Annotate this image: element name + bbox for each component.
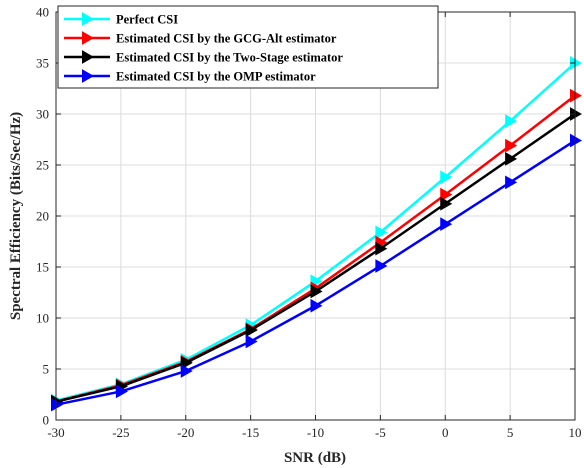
data-point-marker xyxy=(180,356,193,370)
data-point-marker xyxy=(440,187,453,202)
data-point-marker xyxy=(375,259,388,273)
y-tick-label: 30 xyxy=(36,107,49,122)
x-tick-label: 0 xyxy=(442,425,449,440)
legend-label: Estimated CSI by the OMP estimator xyxy=(116,70,316,84)
legend: Perfect CSI Estimated CSI by the GCG-Alt … xyxy=(57,5,439,89)
data-point-marker xyxy=(375,241,388,256)
data-point-marker xyxy=(505,152,518,166)
data-point-marker xyxy=(310,298,323,313)
data-point-marker xyxy=(505,114,518,129)
legend-entry: Estimated CSI by the GCG-Alt estimator xyxy=(64,31,337,46)
legend-entry: Perfect CSI xyxy=(64,12,178,27)
legend-marker xyxy=(82,50,95,64)
x-tick-label: 10 xyxy=(569,425,582,440)
x-tick-label: -15 xyxy=(242,425,259,440)
y-tick-label: 5 xyxy=(43,362,50,377)
x-tick-label: -25 xyxy=(112,425,129,440)
legend-marker xyxy=(82,69,95,83)
ticks: -30 -25 -20 -15 -10 -5 0 5 10 0 5 10 15 20 25 30 35 40 xyxy=(36,5,582,441)
x-tick-label: -10 xyxy=(307,425,324,440)
legend-entry: Estimated CSI by the Two-Stage estimator xyxy=(64,50,343,65)
y-tick-label: 25 xyxy=(36,158,49,173)
data-point-marker xyxy=(570,88,583,103)
x-tick-label: -5 xyxy=(375,425,386,440)
data-point-marker xyxy=(440,170,453,185)
x-tick-label: -20 xyxy=(177,425,194,440)
legend-marker xyxy=(82,31,95,45)
data-point-marker xyxy=(505,138,518,153)
data-point-marker xyxy=(245,323,258,338)
legend-label: Estimated CSI by the GCG-Alt estimator xyxy=(116,32,337,46)
data-point-marker xyxy=(505,175,518,190)
data-point-marker xyxy=(310,284,323,299)
data-point-marker xyxy=(51,397,64,412)
series-4 xyxy=(51,133,583,412)
data-point-marker xyxy=(570,133,583,148)
series-layer xyxy=(51,56,583,412)
legend-label: Perfect CSI xyxy=(116,13,178,27)
y-tick-label: 0 xyxy=(43,413,50,428)
data-point-marker xyxy=(440,217,453,232)
legend-label: Estimated CSI by the Two-Stage estimator xyxy=(116,51,343,65)
data-point-marker xyxy=(440,196,453,211)
data-point-marker xyxy=(180,364,193,378)
y-tick-label: 35 xyxy=(36,56,49,71)
y-tick-label: 15 xyxy=(36,260,49,275)
y-tick-label: 20 xyxy=(36,209,49,224)
y-tick-label: 40 xyxy=(36,5,49,20)
y-tick-label: 10 xyxy=(36,311,49,326)
x-axis-title: SNR (dB) xyxy=(284,450,346,466)
x-tick-label: -30 xyxy=(47,425,64,440)
legend-marker xyxy=(82,12,95,26)
data-point-marker xyxy=(245,334,258,349)
y-axis-title: Spectral Efficiency (Bits/Sec/Hz) xyxy=(8,112,24,320)
legend-box xyxy=(57,5,439,89)
data-point-marker xyxy=(375,225,388,240)
x-tick-label: 5 xyxy=(507,425,514,440)
legend-entry: Estimated CSI by the OMP estimator xyxy=(64,69,316,84)
data-point-marker xyxy=(115,384,128,399)
